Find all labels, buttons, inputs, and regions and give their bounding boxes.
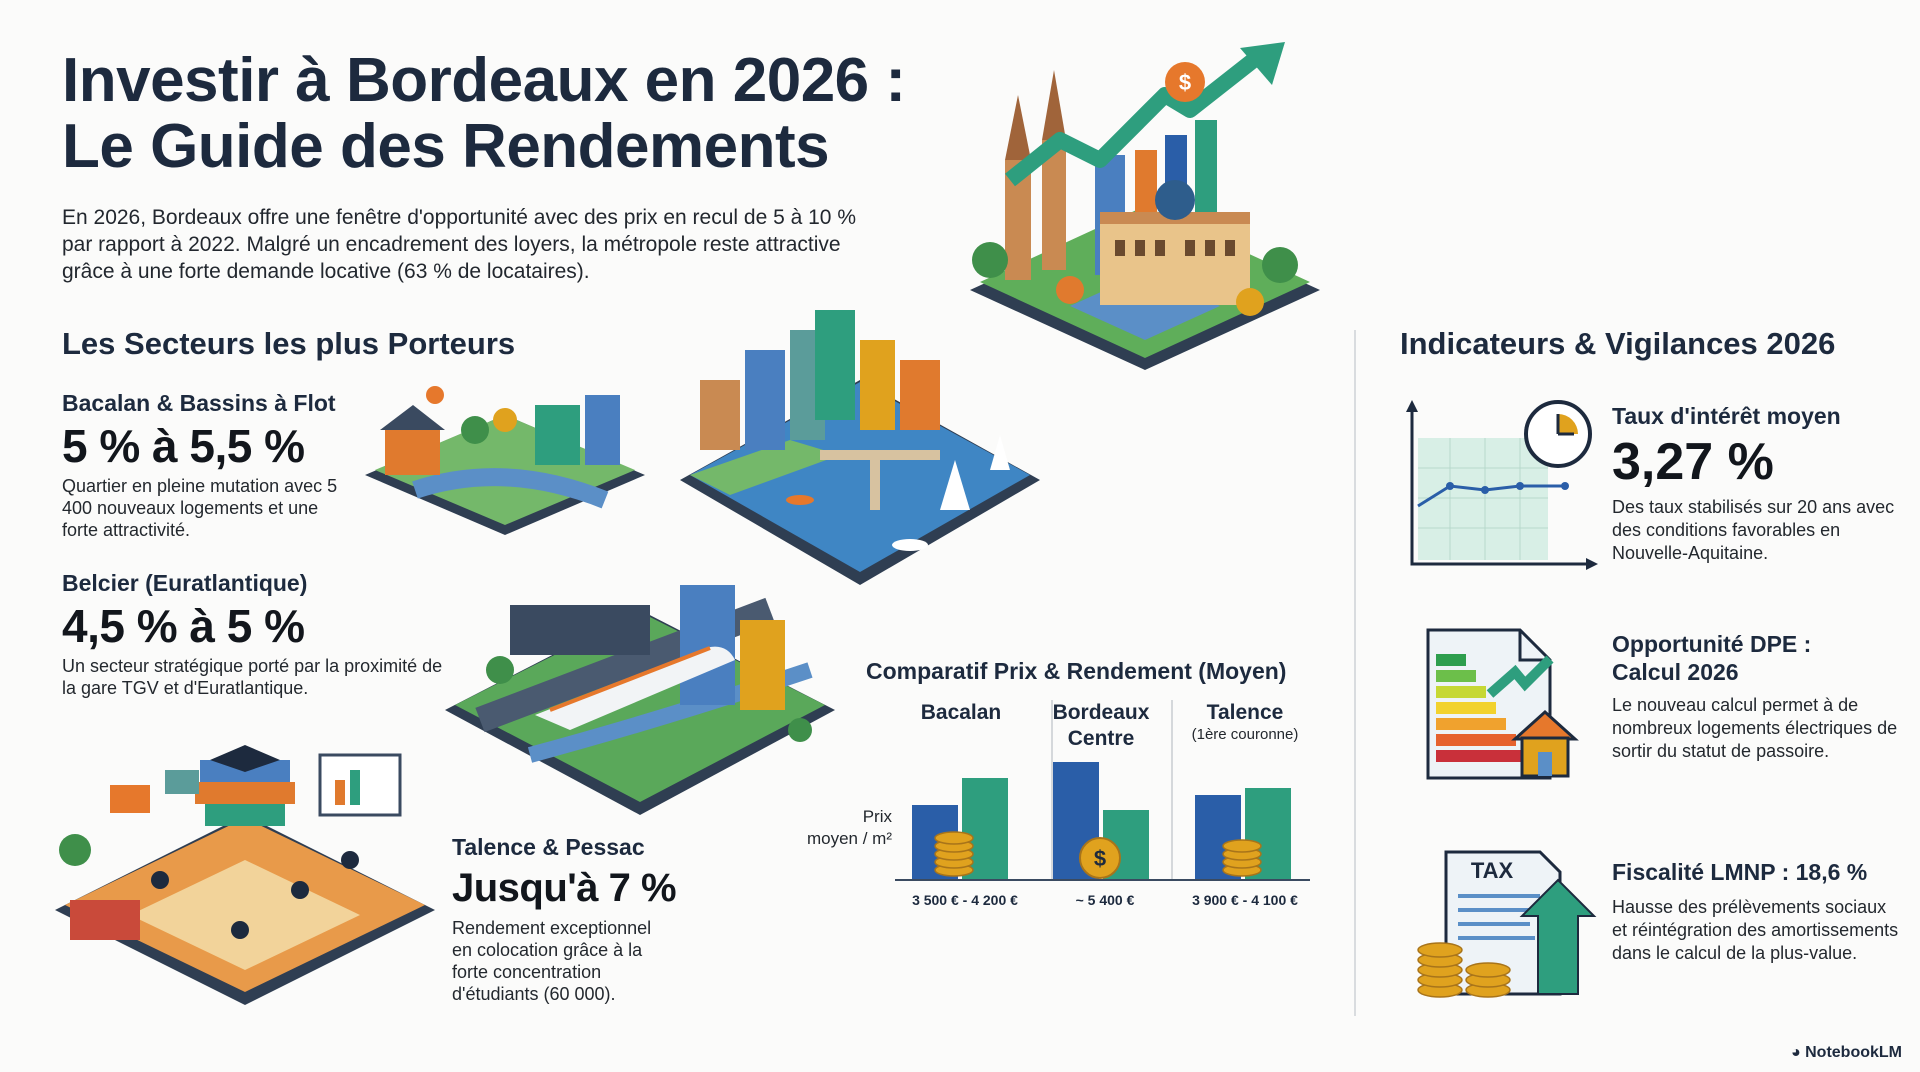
sector-talence: Talence & Pessac Jusqu'à 7 % Rendement e…	[452, 834, 682, 1005]
title-line-1: Investir à Bordeaux en 2026 :	[62, 46, 906, 115]
brand-label: ◕ NotebookLM	[1791, 1044, 1902, 1062]
dollar-coin-icon: $	[1079, 837, 1121, 879]
harbour-illustration	[680, 310, 1040, 585]
dpe-document-icon	[1426, 628, 1579, 780]
coin-stack-icon	[934, 831, 974, 877]
coin-stack-icon	[1417, 942, 1511, 998]
interest-chart-icon	[1406, 400, 1598, 570]
title-line-2: Le Guide des Rendements	[62, 112, 830, 181]
column-header-centre: Bordeaux Centre	[1040, 700, 1162, 752]
y-axis-label-line-2: moyen / m²	[806, 829, 892, 848]
tgv-station-illustration	[445, 585, 835, 815]
bacalan-houses-illustration	[365, 386, 645, 535]
section-divider	[1354, 330, 1356, 1016]
sector-rate: Jusqu'à 7 %	[452, 866, 677, 910]
indicator-desc: Le nouveau calcul permet à de nombreux l…	[1612, 695, 1898, 761]
svg-text:$: $	[1094, 846, 1106, 871]
sector-desc: Rendement exceptionnel en colocation grâ…	[452, 918, 652, 1004]
indicator-desc: Hausse des prélèvements sociaux et réint…	[1612, 897, 1899, 963]
campus-illustration	[55, 745, 435, 1005]
y-axis-label-line-1: Prix	[862, 807, 892, 826]
sector-rate: 5 % à 5,5 %	[62, 420, 305, 472]
sector-name: Bacalan & Bassins à Flot	[62, 390, 336, 416]
indicator-label: Taux d'intérêt moyen	[1612, 403, 1841, 429]
price-label-bacalan: 3 500 € - 4 200 €	[912, 892, 1018, 908]
sector-rate: 4,5 % à 5 %	[62, 600, 305, 652]
sector-name: Talence & Pessac	[452, 834, 645, 860]
sector-desc: Un secteur stratégique porté par la prox…	[62, 656, 443, 698]
sectors-heading: Les Secteurs les plus Porteurs	[62, 326, 516, 361]
indicator-label-line-2: Calcul 2026	[1612, 659, 1739, 685]
brand-name: NotebookLM	[1805, 1044, 1902, 1061]
brand-logo-icon: ◕	[1791, 1044, 1801, 1061]
indicator-dpe: Opportunité DPE : Calcul 2026 Le nouveau…	[1612, 630, 1902, 763]
indicators-heading: Indicateurs & Vigilances 2026	[1400, 326, 1836, 361]
indicator-interest: Taux d'intérêt moyen 3,27 % Des taux sta…	[1612, 402, 1902, 565]
comparison-bars: $	[895, 700, 1310, 881]
y-axis-label: Prix moyen / m²	[770, 806, 892, 850]
price-label-centre: ~ 5 400 €	[1075, 892, 1135, 908]
column-header-talence: Talence (1ère couronne)	[1180, 700, 1310, 743]
indicator-tax: Fiscalité LMNP : 18,6 % Hausse des prélè…	[1612, 858, 1902, 965]
comparison-title: Comparatif Prix & Rendement (Moyen)	[866, 658, 1287, 684]
house-icon	[1511, 709, 1579, 778]
bordeaux-skyline-illustration: $	[970, 42, 1320, 370]
column-name: Talence	[1206, 701, 1284, 724]
column-name-line-2: Centre	[1067, 727, 1135, 750]
tax-icon-text: TAX	[1471, 858, 1514, 883]
indicator-desc: Des taux stabilisés sur 20 ans avec des …	[1612, 497, 1895, 563]
indicator-label: Fiscalité LMNP : 18,6 %	[1612, 859, 1868, 885]
column-subtitle: (1ère couronne)	[1191, 726, 1299, 743]
intro-text: En 2026, Bordeaux offre une fenêtre d'op…	[62, 206, 856, 283]
indicator-value: 3,27 %	[1612, 433, 1774, 491]
indicator-label: Opportunité DPE :	[1612, 631, 1812, 657]
column-name: Bordeaux	[1052, 701, 1150, 724]
sector-name: Belcier (Euratlantique)	[62, 570, 308, 596]
clock-icon	[1524, 400, 1592, 468]
page-title: Investir à Bordeaux en 2026 : Le Guide d…	[62, 48, 906, 180]
column-header-bacalan: Bacalan	[900, 700, 1022, 726]
price-label-talence: 3 900 € - 4 100 €	[1192, 892, 1298, 908]
column-name: Bacalan	[920, 701, 1002, 724]
tax-document-icon: TAX	[1417, 850, 1597, 998]
sector-belcier: Belcier (Euratlantique) 4,5 % à 5 % Un s…	[62, 570, 452, 699]
coin-stack-icon	[1222, 839, 1262, 877]
sector-desc: Quartier en pleine mutation avec 5 400 n…	[62, 476, 338, 540]
svg-text:$: $	[1179, 70, 1191, 95]
sector-bacalan: Bacalan & Bassins à Flot 5 % à 5,5 % Qua…	[62, 390, 362, 541]
